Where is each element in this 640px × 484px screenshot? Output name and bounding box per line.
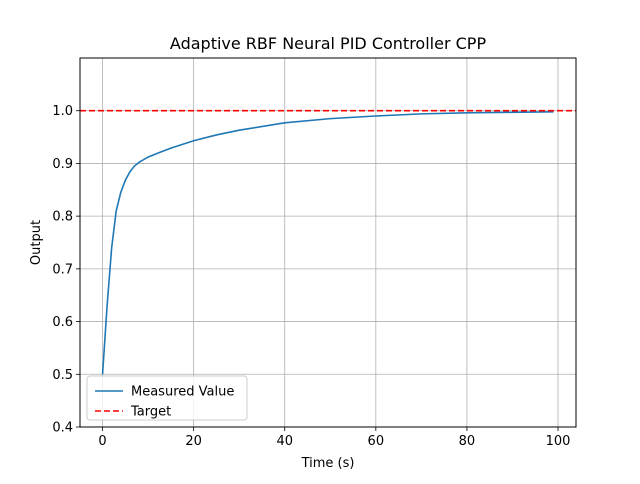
legend: Measured Value Target xyxy=(86,375,248,421)
x-tick-label: 20 xyxy=(185,434,202,449)
y-tick-label: 0.8 xyxy=(52,210,73,225)
y-tick-label: 0.9 xyxy=(52,157,73,172)
legend-label: Target xyxy=(130,405,171,420)
x-tick-label: 40 xyxy=(276,434,293,449)
series-layer xyxy=(80,109,576,375)
legend-label: Measured Value xyxy=(131,385,234,400)
x-tick-label: 60 xyxy=(368,434,385,449)
legend-box xyxy=(86,375,248,421)
ticks: 0 20 40 60 80 100 0.4 0.5 0.6 0.7 0.8 0.9 1.0 xyxy=(52,104,570,449)
y-tick-label: 0.7 xyxy=(52,262,73,277)
x-tick-label: 0 xyxy=(98,434,106,449)
y-axis-label: Output xyxy=(29,220,44,265)
x-axis-label: Time (s) xyxy=(301,456,355,471)
chart-title: Adaptive RBF Neural PID Controller CPP xyxy=(170,34,487,53)
series-line-measured-value xyxy=(101,110,554,375)
y-tick-label: 0.4 xyxy=(52,421,73,436)
y-tick-label: 1.0 xyxy=(52,104,73,119)
plot-frame xyxy=(79,57,577,428)
grid xyxy=(80,58,576,428)
x-tick-label: 80 xyxy=(459,434,476,449)
y-tick-label: 0.5 xyxy=(52,368,73,383)
x-tick-label: 100 xyxy=(546,434,571,449)
y-tick-label: 0.6 xyxy=(52,315,73,330)
